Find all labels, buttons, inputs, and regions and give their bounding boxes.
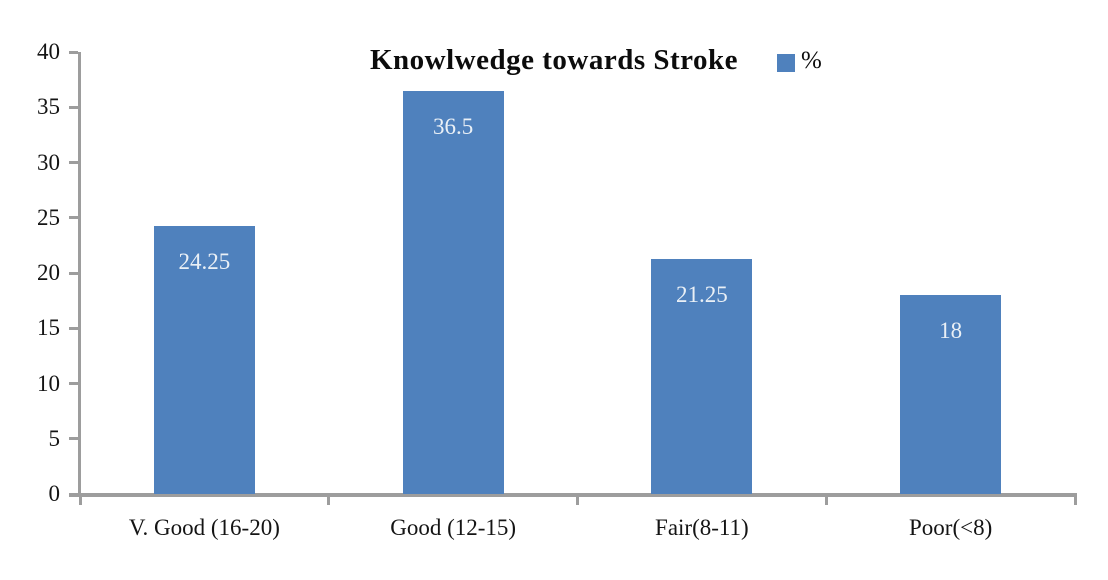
y-axis-tick-label: 15 <box>37 315 60 341</box>
bar-value-label: 24.25 <box>178 249 231 275</box>
x-axis-tick <box>576 496 579 505</box>
legend: % <box>777 47 822 75</box>
x-axis-line <box>69 493 1077 497</box>
x-axis-category-label: V. Good (16-20) <box>128 515 280 540</box>
y-axis-line <box>78 52 81 494</box>
y-axis-tick-label: 30 <box>37 149 60 175</box>
y-axis-tick <box>69 271 78 275</box>
bar-value-label: 36.5 <box>433 113 474 139</box>
bar-Fair(8-11) <box>651 259 753 494</box>
y-axis-tick-label: 40 <box>37 39 60 64</box>
chart-title: Knowlwedge towards Stroke <box>369 44 739 76</box>
y-axis-tick-label: 5 <box>48 425 61 451</box>
bar-V. Good (16-20) <box>153 226 255 494</box>
y-axis-tick-label: 10 <box>37 370 60 396</box>
y-axis-tick <box>69 50 78 54</box>
y-axis-tick-label: 35 <box>37 94 60 120</box>
y-axis-tick <box>69 161 78 164</box>
x-axis-category-label: Poor(<8) <box>909 515 993 540</box>
y-axis-tick-label: 25 <box>37 204 60 230</box>
legend-label: % <box>801 47 822 74</box>
x-axis-tick <box>78 496 82 505</box>
x-axis-tick <box>1073 496 1077 505</box>
bar-value-label: 18 <box>939 318 963 344</box>
y-axis-tick <box>69 105 78 109</box>
y-axis-tick <box>69 492 78 496</box>
y-axis-tick <box>69 326 78 330</box>
x-axis-tick <box>824 496 828 505</box>
y-axis-tick-label: 20 <box>37 260 60 285</box>
x-axis-category-label: Fair(8-11) <box>655 515 749 540</box>
bar-Poor(<8) <box>900 295 1002 494</box>
y-axis-tick <box>69 382 78 385</box>
bar-Good (12-15) <box>402 90 504 494</box>
x-axis-category-label: Good (12-15) <box>390 515 517 540</box>
y-axis-tick-label: 0 <box>48 481 61 506</box>
y-axis-tick <box>69 216 78 220</box>
x-axis-tick <box>327 496 331 505</box>
bar-value-label: 21.25 <box>676 282 728 308</box>
legend-swatch-icon <box>777 54 795 72</box>
y-axis-tick <box>69 437 78 441</box>
